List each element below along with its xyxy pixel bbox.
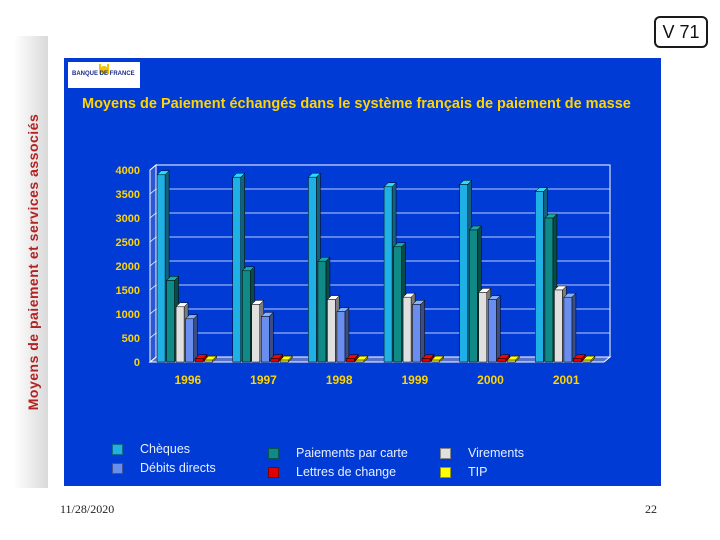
y-tick-label: 2000	[116, 261, 140, 273]
bar	[232, 176, 241, 363]
bar-side	[496, 294, 501, 363]
bar	[270, 358, 279, 363]
side-title: Moyens de paiement et services associés	[25, 113, 41, 411]
chart-title: Moyens de Paiement échangés dans le syst…	[82, 96, 631, 112]
legend-swatch	[112, 463, 123, 474]
legend-swatch	[268, 448, 279, 459]
bar	[488, 299, 497, 363]
legend-label: Paiements par carte	[296, 446, 408, 460]
x-tick-label: 2001	[553, 373, 580, 387]
bar	[582, 359, 592, 363]
bar	[261, 316, 270, 363]
legend-swatch	[268, 467, 279, 478]
x-tick-label: 1998	[326, 373, 353, 387]
bar	[478, 292, 487, 363]
logo-emblem-icon	[99, 64, 109, 74]
bar-side	[420, 299, 425, 363]
gridline	[149, 356, 157, 363]
y-tick-label: 1000	[116, 309, 140, 321]
bar-side	[193, 314, 198, 363]
gridline	[149, 284, 157, 291]
legend-label: TIP	[468, 465, 488, 479]
banque-de-france-logo: BANQUE DE FRANCE	[68, 62, 140, 88]
bar	[166, 280, 175, 363]
bar	[544, 217, 554, 363]
legend-label: Lettres de change	[296, 465, 397, 479]
bar	[175, 306, 185, 363]
bar	[185, 318, 194, 363]
bar	[459, 184, 468, 363]
gridline	[149, 212, 157, 219]
side-bar	[14, 36, 48, 488]
legend-swatch	[112, 444, 123, 455]
bar-side	[344, 306, 350, 363]
bar	[507, 359, 516, 363]
bar	[402, 296, 412, 363]
bar	[336, 311, 346, 363]
footer-date: 11/28/2020	[60, 502, 115, 516]
footer-page-number: 22	[645, 502, 657, 516]
bar	[156, 174, 166, 363]
legend-label: Virements	[468, 446, 525, 460]
bar	[497, 358, 506, 363]
bar	[327, 299, 336, 363]
bar	[242, 270, 251, 363]
bar	[317, 260, 327, 363]
gridline	[149, 332, 157, 339]
bar	[421, 358, 431, 363]
bar-side	[269, 311, 274, 363]
bar	[280, 359, 289, 363]
gridline	[149, 164, 157, 171]
x-tick-label: 1999	[401, 373, 428, 387]
y-tick-label: 0	[134, 357, 140, 369]
bar	[431, 359, 440, 363]
gridline	[149, 236, 157, 243]
bar	[412, 304, 421, 363]
x-tick-label: 1997	[250, 373, 277, 387]
y-tick-label: 2500	[116, 237, 140, 249]
bar-side	[571, 292, 577, 363]
bar	[469, 229, 478, 363]
legend-label: Débits directs	[140, 461, 216, 475]
y-tick-label: 3500	[116, 189, 140, 201]
gridline	[149, 260, 157, 267]
bar	[355, 359, 365, 363]
legend-swatch	[440, 448, 451, 459]
legend-label: Chèques	[140, 442, 191, 456]
legend-swatch	[440, 467, 451, 478]
slide-code-badge: V 71	[654, 16, 708, 48]
bar	[194, 358, 204, 363]
y-tick-label: 500	[122, 333, 140, 345]
bar	[535, 191, 544, 363]
bar	[204, 359, 213, 363]
gridline	[149, 308, 157, 315]
bar	[573, 358, 582, 363]
bar	[251, 304, 260, 363]
bar	[308, 176, 317, 363]
x-tick-label: 1996	[174, 373, 201, 387]
y-tick-label: 1500	[116, 285, 140, 297]
bar	[383, 186, 393, 363]
bar-chart: 0 500 1000 1500 2000 2500 3000 3500 4000 1996 1997…	[116, 163, 612, 387]
logo-text: BANQUE DE FRANCE	[72, 71, 135, 77]
x-tick-label: 2000	[477, 373, 504, 387]
y-tick-label: 4000	[116, 165, 140, 177]
bar	[563, 296, 573, 363]
bar	[554, 289, 563, 363]
gridline	[149, 188, 157, 195]
y-tick-label: 3000	[116, 213, 140, 225]
bar	[393, 246, 402, 363]
bar	[346, 358, 355, 363]
